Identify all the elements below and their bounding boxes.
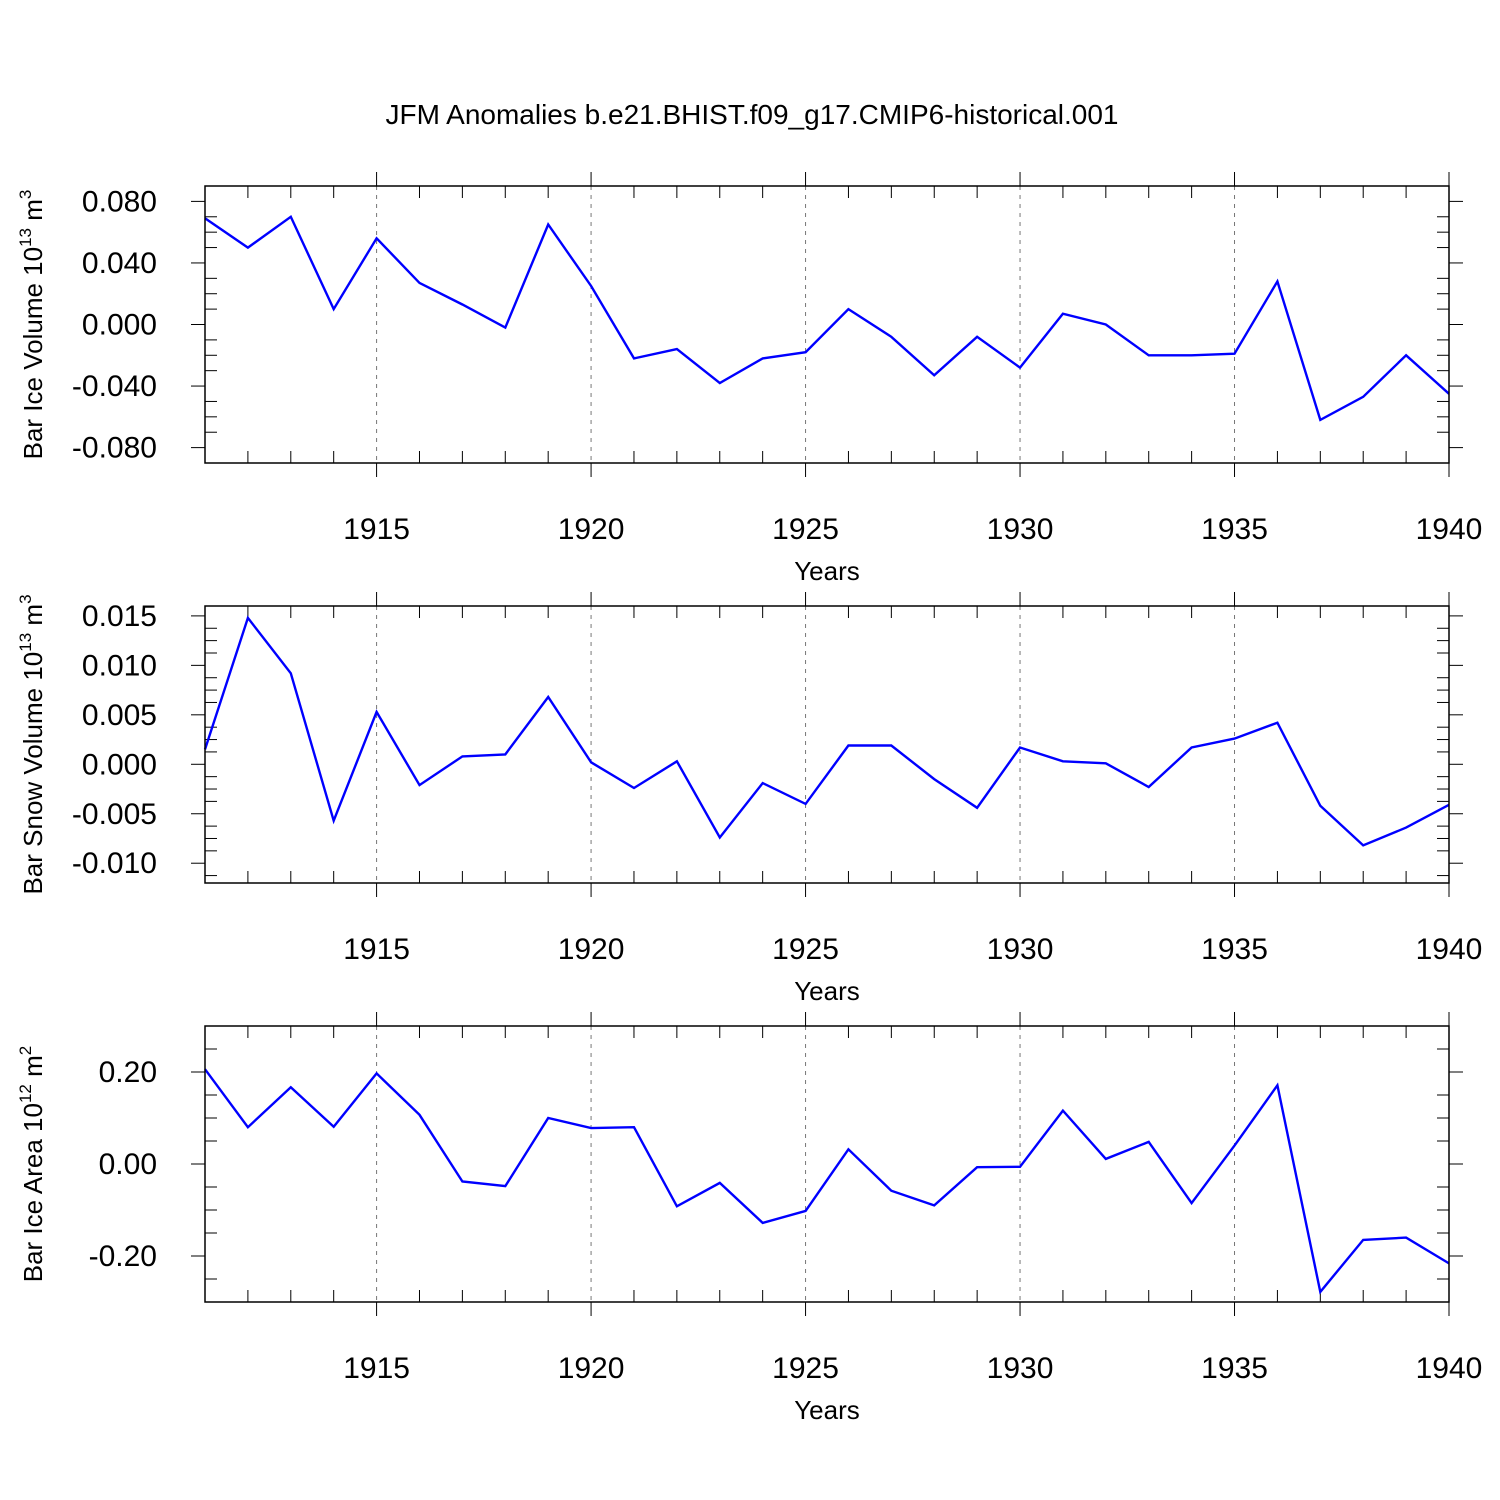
y-axis-title-unit: m [18,604,48,626]
x-tick-label: 1915 [343,933,410,966]
y-axis-title-power: 12 [16,1084,35,1103]
y-axis-title-unit-power: 2 [16,1046,35,1055]
panel-ice-area: -0.20 0.00 0.20 1915 1920 1925 1930 1935 1940 Y… [16,1012,1482,1425]
y-axis-title-unit-power: 3 [16,594,35,603]
y-tick-label: -0.20 [89,1240,157,1273]
y-tick-label: 0.005 [82,699,157,732]
y-tick-label: 0.00 [99,1148,157,1181]
y-tick-label: -0.040 [72,370,157,403]
y-tick-label: -0.005 [72,798,157,831]
y-axis-title-power: 13 [16,633,35,652]
x-tick-label: 1935 [1201,1352,1268,1385]
y-axis-title-unit: m [18,1055,48,1077]
x-tick-label: 1920 [558,1352,625,1385]
x-tick-labels: 1915 1920 1925 1930 1935 1940 [343,513,1482,546]
y-axis-title: Bar Ice Area 1012 m2 [16,1046,48,1283]
y-axis-title-text: Bar Snow Volume 10 [18,652,48,895]
x-tick-label: 1930 [987,933,1054,966]
x-tick-label: 1925 [772,513,839,546]
y-axis-title-space [18,221,48,228]
y-tick-labels: -0.20 0.00 0.20 [89,1056,157,1273]
plot-frame [204,605,1450,884]
x-tick-label: 1930 [987,1352,1054,1385]
x-axis-title: Years [794,976,860,1006]
x-tick-label: 1920 [558,513,625,546]
y-tick-label: -0.080 [72,432,157,465]
y-tick-label: 0.040 [82,247,157,280]
x-tick-label: 1925 [772,1352,839,1385]
x-tick-label: 1930 [987,513,1054,546]
y-tick-labels: -0.080 -0.040 0.000 0.040 0.080 [72,185,157,464]
y-tick-labels: -0.010 -0.005 0.000 0.005 0.010 0.015 [72,600,157,880]
x-tick-label: 1940 [1416,933,1483,966]
grid-layer [376,186,1236,463]
y-tick-label: 0.015 [82,600,157,633]
y-axis-title-space [18,1077,48,1084]
series-line-snow-volume [203,615,1450,847]
plot-frame [204,185,1450,464]
x-tick-label: 1915 [343,1352,410,1385]
grid-layer [376,606,1236,883]
tick-layer [191,592,1463,897]
x-tick-label: 1925 [772,933,839,966]
y-axis-title-unit-power: 3 [16,190,35,199]
x-tick-label: 1940 [1416,1352,1483,1385]
y-tick-label: -0.010 [72,847,157,880]
y-axis-title: Bar Snow Volume 1013 m3 [16,594,48,894]
y-axis-title-power: 13 [16,228,35,247]
y-tick-label: 0.080 [82,185,157,218]
x-tick-labels: 1915 1920 1925 1930 1935 1940 [343,933,1482,966]
x-tick-label: 1915 [343,513,410,546]
plot-frame [204,1025,1450,1303]
y-tick-label: 0.000 [82,309,157,342]
y-axis-title-text: Bar Ice Area 10 [18,1103,48,1282]
x-tick-label: 1935 [1201,513,1268,546]
x-tick-label: 1935 [1201,933,1268,966]
x-tick-label: 1920 [558,933,625,966]
x-axis-title: Years [794,556,860,586]
chart-title: JFM Anomalies b.e21.BHIST.f09_g17.CMIP6-… [385,99,1118,130]
series-line-ice-volume [204,214,1450,422]
y-tick-label: 0.20 [99,1056,157,1089]
y-axis-title: Bar Ice Volume 1013 m3 [16,190,48,460]
x-tick-label: 1940 [1416,513,1483,546]
x-tick-labels: 1915 1920 1925 1930 1935 1940 [343,1352,1482,1385]
y-axis-title-space [18,626,48,633]
x-axis-title: Years [794,1395,860,1425]
y-tick-label: 0.010 [82,649,157,682]
panel-snow-volume: -0.010 -0.005 0.000 0.005 0.010 0.015 1915 192… [16,592,1482,1006]
series-line-ice-area [204,1068,1450,1295]
y-axis-title-unit: m [18,199,48,221]
y-axis-title-text: Bar Ice Volume 10 [18,247,48,459]
panel-ice-volume: -0.080 -0.040 0.000 0.040 0.080 1915 1920 1925… [16,172,1482,586]
y-tick-label: 0.000 [82,748,157,781]
